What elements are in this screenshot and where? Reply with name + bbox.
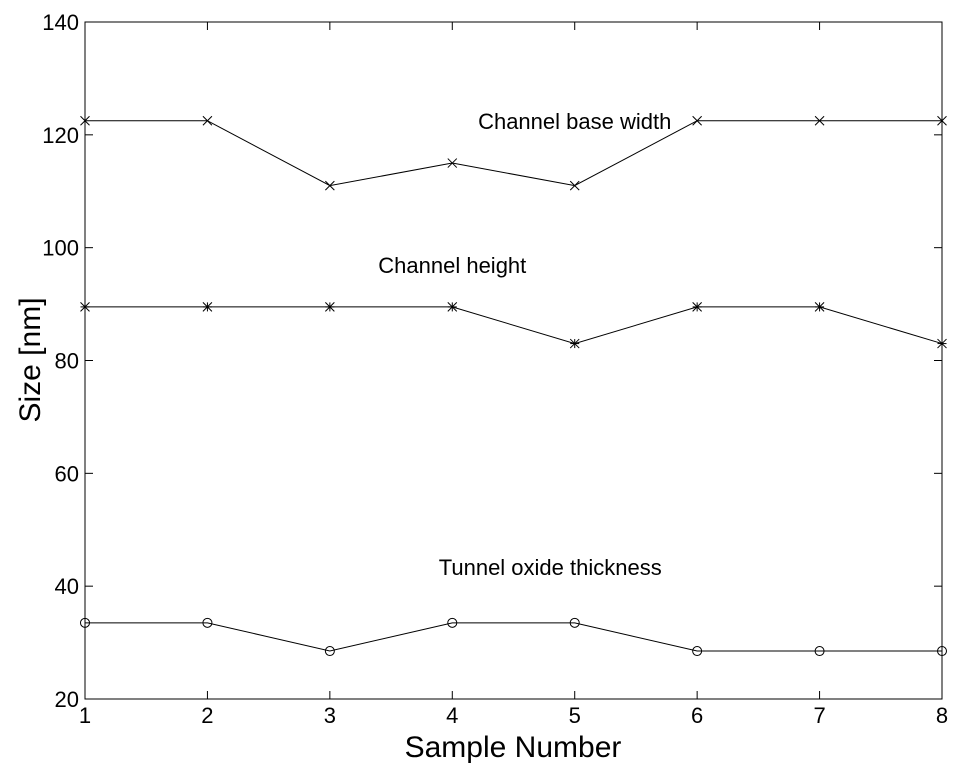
data-point [814,115,825,126]
x-tick-label: 3 [324,703,336,728]
x-axis-title: Sample Number [405,731,622,764]
data-point [692,115,702,126]
annotation-label: Channel height [378,253,526,278]
y-tick-label: 100 [42,236,79,261]
series-line [85,306,943,345]
y-tick-label: 80 [55,349,79,374]
annotation-label: Tunnel oxide thickness [439,555,662,580]
data-point [937,115,947,126]
series-1 [80,302,947,349]
data-point [80,617,90,628]
data-point [80,115,90,126]
y-tick-label: 20 [55,687,79,712]
y-tick-label: 60 [55,461,79,486]
x-tick-label: 5 [569,703,581,728]
y-tick-label: 120 [42,123,79,148]
x-tick-label: 2 [201,703,213,728]
data-point [447,302,458,312]
y-axis-title: Size [nm] [14,297,47,422]
data-point [569,180,580,191]
y-tick-label: 140 [42,10,79,35]
x-tick-label: 1 [79,703,91,728]
x-tick-label: 8 [936,703,948,728]
data-point [814,646,825,657]
data-point [202,617,213,628]
x-tick-label: 7 [813,703,825,728]
y-tick-label: 40 [55,574,79,599]
data-point [937,338,947,349]
tick-labels: 1 2 3 4 5 6 7 8 20 40 60 80 100 120 140 [42,10,948,728]
data-point [447,158,458,168]
data-point [324,646,335,657]
data-point [692,646,703,657]
x-tick-label: 4 [446,703,458,728]
data-point [325,180,335,191]
series-2 [80,617,947,657]
data-point [202,115,213,126]
data-point [569,338,580,349]
data-point [814,302,825,312]
data-point [692,302,702,312]
series-line [85,622,942,652]
data-point [569,617,580,628]
plot-frame [84,21,943,700]
series-line [85,120,942,187]
data-point [325,302,335,312]
data-point [937,646,947,657]
x-tick-label: 6 [691,703,703,728]
axis-ticks [84,21,943,700]
data-point [80,302,90,312]
annotation-label: Channel base width [478,109,671,134]
series-0 [80,115,947,191]
data-point [202,302,213,312]
annotations: Channel base width Channel height Tunnel o… [378,109,671,580]
series-group [80,115,947,657]
data-point [447,617,458,628]
